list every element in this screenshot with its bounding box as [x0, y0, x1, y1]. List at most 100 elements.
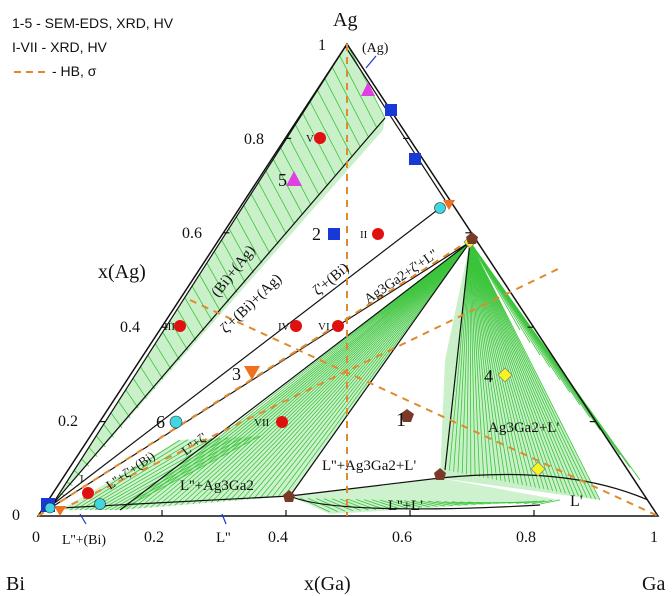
sample-labels: 1 2 3 4 5 6 I II III IV V VI VII: [80, 133, 493, 485]
l-ag3ga2-tie-line: [259, 241, 471, 499]
bi-ag-tie-line: [147, 354, 164, 380]
ag3ga2-l-tie-line: [469, 241, 562, 493]
label-lpp-lp: L''+L': [388, 498, 423, 514]
ag3ga2-l-tie-line: [469, 241, 472, 476]
lpp-lp-tie-line: [419, 500, 446, 507]
ag3ga2-l-tie-line: [469, 241, 498, 481]
lpp-lp-tie-line: [459, 501, 484, 505]
boundary-bi-ag-left: [51, 43, 348, 506]
bi-ag-tie-line: [140, 366, 156, 390]
lpp-lp-tie-line: [435, 501, 461, 506]
ag3ga2-l-tie-line: [469, 241, 476, 476]
l-ag3ga2-tie-line: [241, 241, 471, 501]
lpp-lp-tie-line: [539, 499, 561, 505]
ag3ga2-l-tie-line: [469, 241, 601, 501]
marker-sample-5: [286, 171, 302, 186]
marker-brown-pentagon-low: [283, 490, 295, 502]
l-zeta-tie-line: [104, 436, 237, 511]
bi-ag-tie-line: [73, 470, 81, 477]
label-lpp: L'': [216, 530, 231, 546]
sample-label-6: 6: [156, 412, 165, 432]
tick-bottom-0.2: 0.2: [144, 529, 164, 546]
bi-ag-tie-line: [154, 343, 172, 370]
marker-sample-3: [244, 366, 260, 380]
boundary-three-phase: [289, 477, 441, 497]
marker-cyan-low: [94, 498, 106, 510]
l-ag3ga2-tie-line: [198, 241, 471, 504]
ag3ga2-l-tie-line: [469, 241, 597, 500]
boundary-lpp-lp-curve: [289, 495, 541, 510]
ag3ga2-l-tie-line: [469, 241, 575, 496]
lpp-lp-tie-line: [515, 500, 538, 504]
l-ag3ga2-tie-line: [162, 241, 471, 507]
bi-ag-tie-line: [88, 447, 98, 457]
lpp-lp-tie-line: [403, 500, 430, 508]
lpp-lp-tie-line: [451, 501, 476, 505]
lpp-lp-tie-line: [523, 500, 545, 504]
ag3ga2-l-tie-line: [457, 241, 471, 473]
marker-sample-4: [497, 367, 513, 383]
marker-brown-pentagon-top: [466, 232, 478, 244]
ag3ga2-l-tie-line: [466, 241, 471, 475]
bi-ag-tie-line: [221, 239, 246, 283]
ag3ga2-l-tie-line: [469, 241, 592, 499]
ag3ga2-l-tie-line: [469, 241, 566, 494]
ag3ga2-l-tie-line: [469, 241, 571, 495]
bi-ag-tie-line: [228, 228, 254, 273]
bi-ag-tie-line: [295, 124, 328, 186]
bi-ag-tie-line: [309, 101, 345, 167]
ag3ga2-l-tie-line: [469, 241, 545, 490]
marker-sample-1: [400, 409, 414, 422]
marker-sample-2: [328, 228, 340, 240]
l-zeta-tie-line: [119, 435, 261, 511]
l-ag3ga2-tie-line: [235, 241, 471, 501]
l-ag3ga2-tie-line: [265, 241, 471, 499]
marker-magenta-triangle-1: [361, 82, 375, 96]
label-l-ag3ga2-l: L''+Ag3Ga2+L': [322, 458, 416, 474]
boundary-zeta-bi-ag: [51, 207, 441, 506]
ag3ga2-l-tie-line: [469, 241, 485, 478]
l-ag3ga2-tie-line: [168, 241, 471, 507]
l-ag3ga2-tie-line: [277, 241, 471, 498]
ag3ga2-l-tie-line: [453, 241, 471, 472]
bi-ag-tie-line: [258, 182, 287, 235]
bi-ag-tie-line: [81, 458, 90, 467]
marker-sample-V: [314, 132, 326, 144]
l-zeta-tie-line: [109, 436, 245, 511]
tick-left-1: 1: [318, 37, 326, 54]
ag3ga2-l-tie-line: [469, 241, 554, 491]
ag3ga2-l-tie-line: [448, 241, 471, 471]
ag3ga2-l-tie-line: [469, 241, 549, 491]
bottom-axis-label: x(Ga): [304, 573, 351, 595]
legend-line-1: 1-5 - SEM-EDS, XRD, HV: [12, 15, 174, 31]
ag3ga2-l-tie-line: [469, 241, 584, 497]
bi-ag-tie-line: [162, 331, 180, 361]
tick-left-0: 0: [12, 507, 20, 524]
bi-ag-tie-line: [302, 112, 337, 177]
tick-left-0.8: 0.8: [244, 131, 264, 148]
bi-ag-tie-line: [272, 159, 304, 215]
marker-sample-IV: [290, 320, 302, 332]
l-ag3ga2-tie-line: [247, 241, 471, 500]
bi-ag-tie-line: [331, 66, 369, 138]
axis-ticks: [99, 137, 596, 516]
ag3ga2-l-tie-line: [469, 241, 493, 480]
ag3ga2-l-tie-line: [469, 241, 510, 483]
l-zeta-tie-line: [79, 438, 197, 511]
l-zeta-tie-line: [84, 438, 205, 511]
ag3ga2-l-tie-line: [469, 241, 541, 489]
lpp-lp-tie-line: [307, 497, 338, 512]
sample-label-3: 3: [232, 364, 241, 384]
l-ag3ga2-tie-line: [192, 241, 471, 505]
boundary-bi-ag-right: [51, 117, 386, 506]
boundary-ag3ga2-l-left: [289, 241, 471, 497]
corner-ga: Ga: [642, 573, 665, 595]
lpp-lp-tie-line: [355, 499, 384, 510]
l-ag3ga2-tie-line: [150, 241, 471, 508]
left-axis-label: x(Ag): [98, 261, 146, 283]
marker-cyan-bi: [44, 502, 56, 514]
lpp-lp-tie-line: [363, 499, 392, 510]
marker-sample-I: [82, 487, 94, 499]
bi-ag-tie-line: [346, 43, 386, 119]
